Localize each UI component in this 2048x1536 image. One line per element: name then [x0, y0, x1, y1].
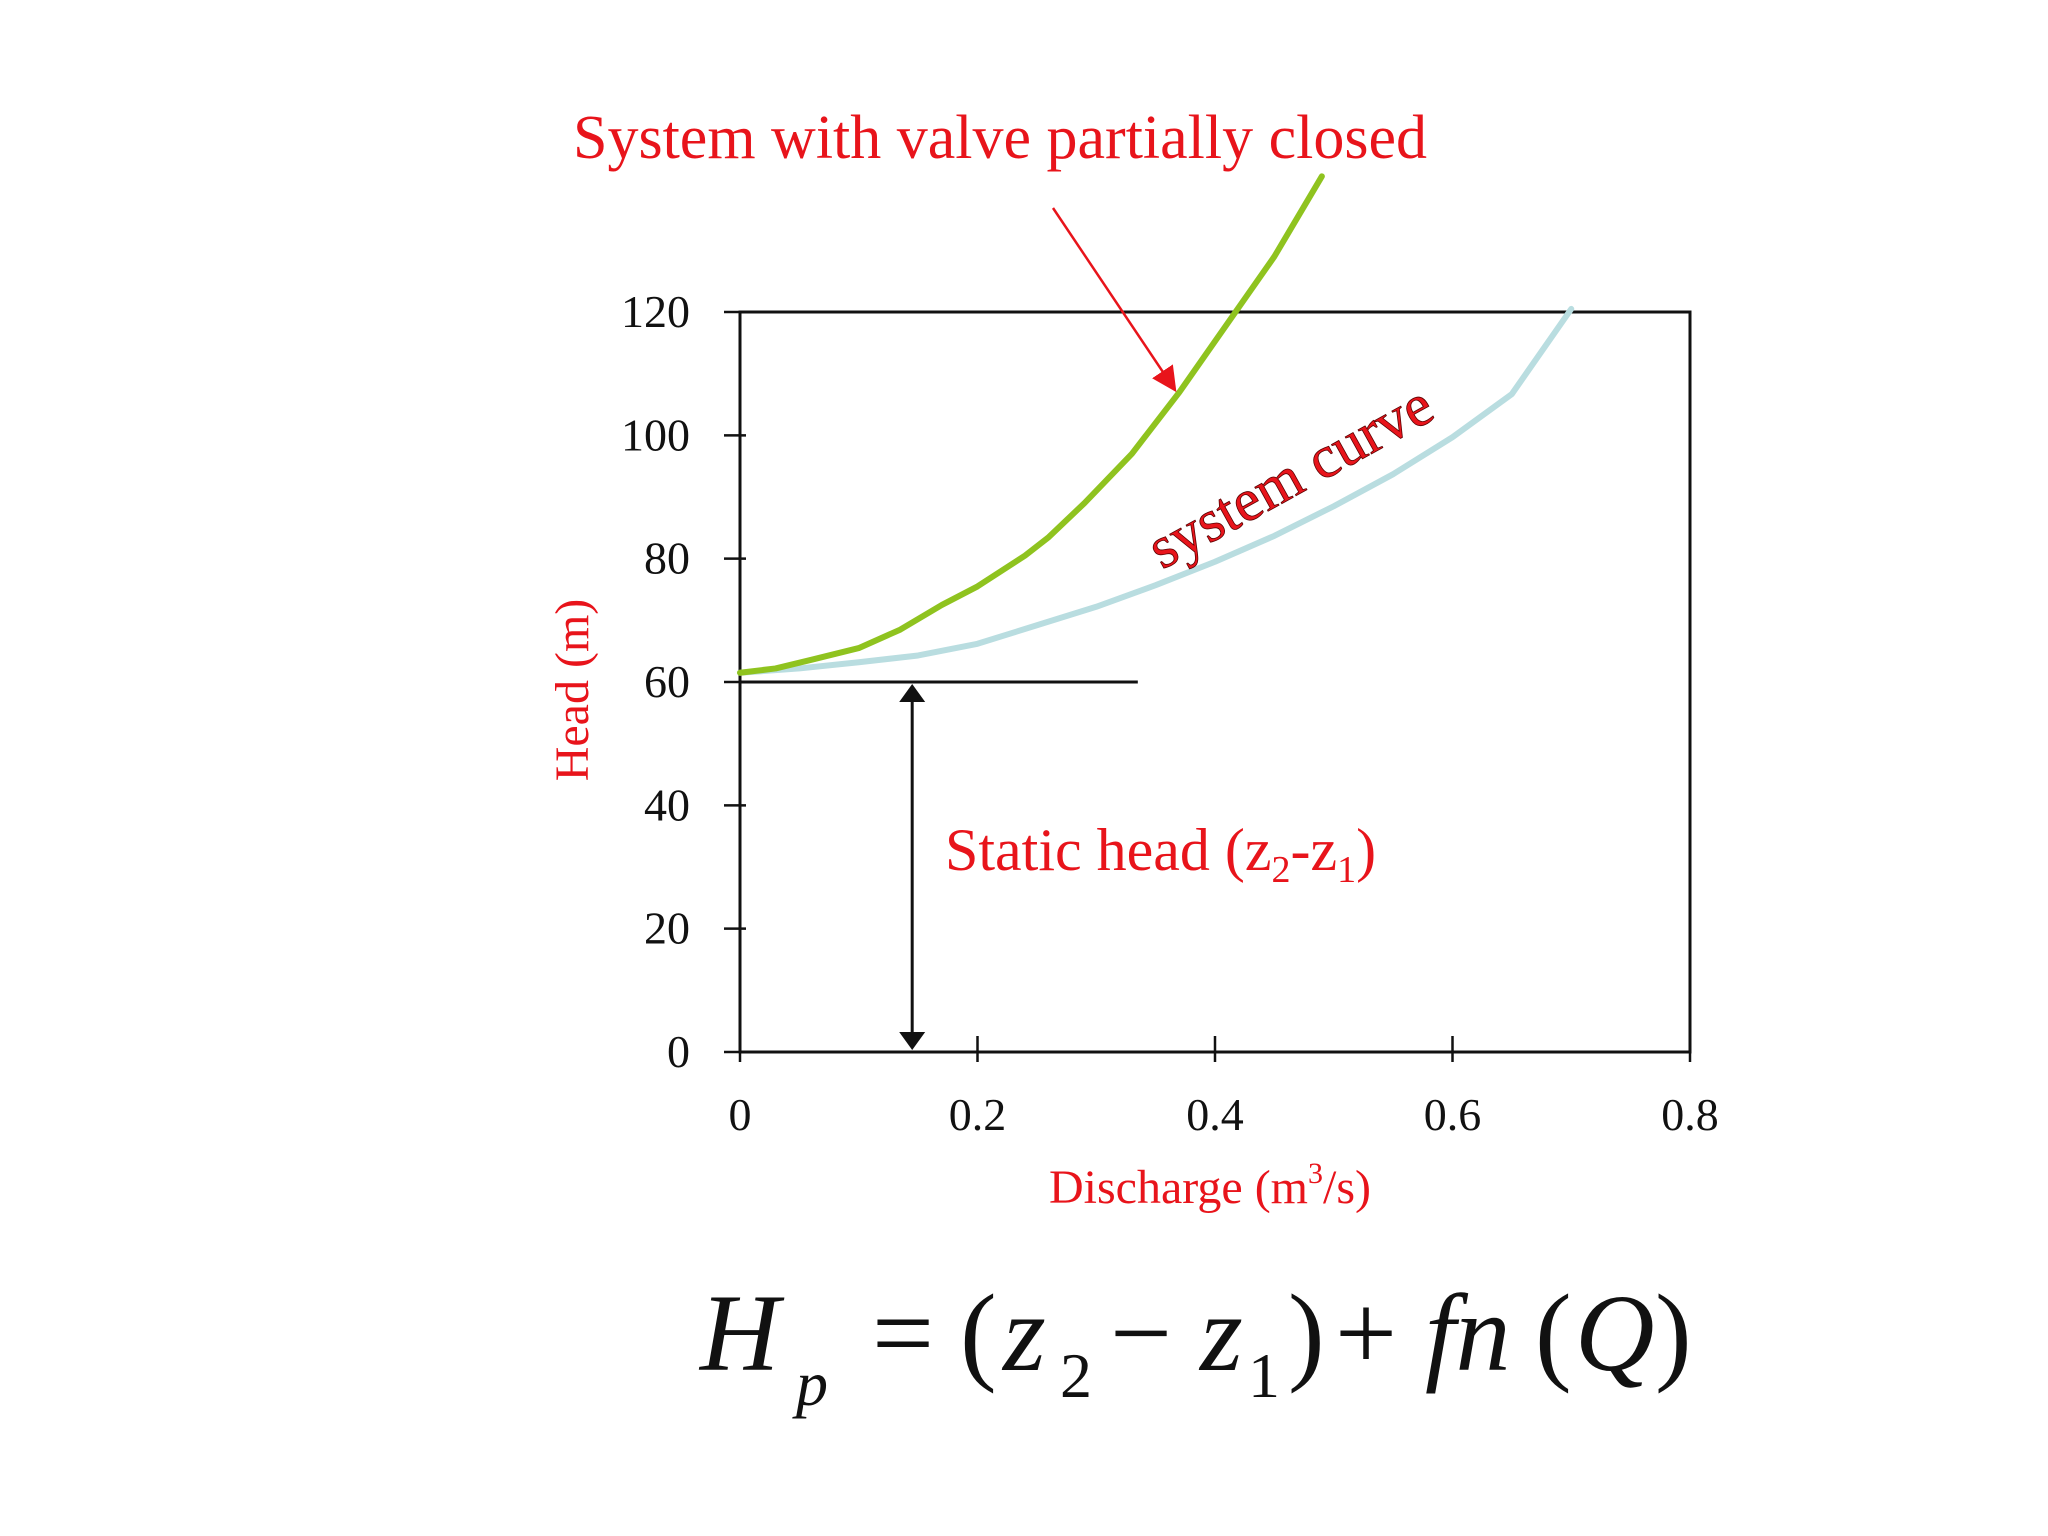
x-tick-label: 0.2: [949, 1089, 1007, 1140]
x-tick-label: 0.6: [1424, 1089, 1482, 1140]
formula-close-paren: ): [1288, 1272, 1325, 1394]
static-head-label: Static head (z2-z1): [945, 817, 1376, 891]
y-tick-label: 80: [644, 533, 690, 584]
y-tick-label: 120: [621, 286, 690, 337]
formula-H: H: [698, 1272, 785, 1394]
series-system-curve: [737, 305, 1575, 676]
formula-sub2: 2: [1060, 1340, 1092, 1411]
y-tick-label: 40: [644, 779, 690, 830]
x-tick-label: 0: [729, 1089, 752, 1140]
x-tick-labels: 0 0.2 0.4 0.6 0.8: [729, 1089, 1719, 1140]
formula-Q-close-paren: ): [1655, 1272, 1692, 1394]
x-tick-label: 0.4: [1186, 1089, 1244, 1140]
x-axis-ticks: [738, 1036, 1692, 1062]
y-tick-label: 60: [644, 656, 690, 707]
formula-sub1: 1: [1248, 1340, 1280, 1411]
formula-plus: +: [1335, 1272, 1397, 1394]
x-tick-label: 0.8: [1661, 1089, 1719, 1140]
y-tick-label: 20: [644, 903, 690, 954]
formula-z1: z: [1198, 1272, 1243, 1394]
valve-title-annotation: System with valve partially closed: [573, 104, 1427, 172]
static-head-arrow-down: [899, 1032, 926, 1050]
formula-p: p: [792, 1348, 828, 1419]
static-head-arrow-up: [899, 684, 926, 702]
formula-Q-open-paren: (: [1535, 1272, 1572, 1394]
valve-pointer-arrow: [1051, 207, 1177, 393]
formula-Q: Q: [1575, 1272, 1654, 1394]
y-tick-label: 100: [621, 409, 690, 460]
y-tick-label: 0: [667, 1026, 690, 1077]
formula-equals: =: [872, 1272, 934, 1394]
formula-z2: z: [1001, 1272, 1046, 1394]
x-axis-title: Discharge (m3/s): [1049, 1157, 1371, 1214]
system-curve-label: system curve: [1136, 371, 1443, 581]
pump-head-formula: H p = ( z 2 − z 1 ) + fn ( Q ): [698, 1272, 1692, 1419]
y-axis-title: Head (m): [546, 599, 599, 782]
formula-fn: fn: [1425, 1272, 1511, 1394]
series-valve-partially-closed: [737, 173, 1325, 676]
y-tick-labels: 0 20 40 60 80 100 120: [621, 286, 690, 1077]
formula-minus: −: [1110, 1272, 1172, 1394]
formula-open-paren: (: [960, 1272, 997, 1394]
